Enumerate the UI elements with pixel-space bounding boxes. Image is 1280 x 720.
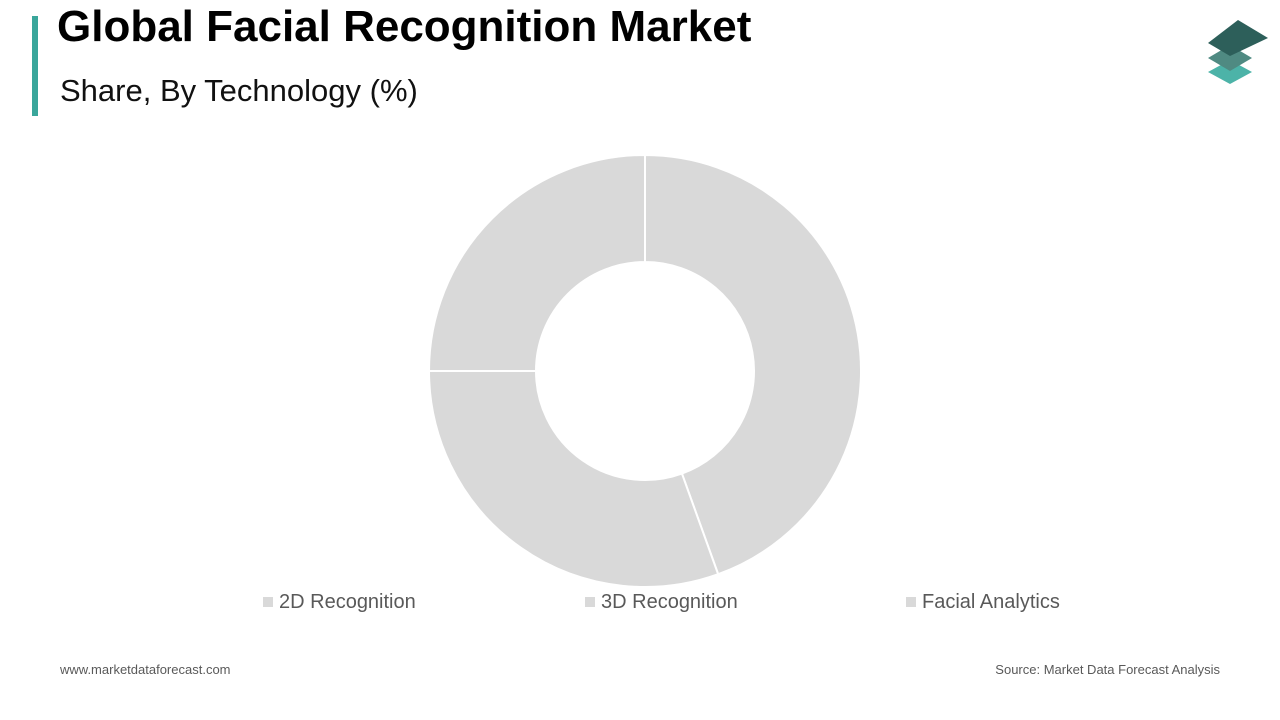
donut-slice-3d-recognition	[427, 370, 720, 588]
website-url: www.marketdataforecast.com	[60, 662, 231, 677]
legend-item-facial-analytics: Facial Analytics	[906, 590, 1060, 614]
chart-subtitle: Share, By Technology (%)	[60, 73, 418, 108]
legend-swatch	[585, 597, 595, 607]
legend-item-3d-recognition: 3D Recognition	[585, 590, 738, 614]
accent-bar	[32, 16, 38, 116]
legend-item-2d-recognition: 2D Recognition	[263, 590, 416, 614]
legend-swatch	[906, 597, 916, 607]
logo-layer-top	[1208, 20, 1268, 56]
stacked-layers-logo-icon	[1208, 20, 1268, 84]
source-note: Source: Market Data Forecast Analysis	[995, 662, 1220, 677]
donut-slice-2d-recognition	[644, 153, 862, 576]
legend-label: Facial Analytics	[922, 590, 1060, 613]
legend-label: 2D Recognition	[279, 590, 416, 613]
legend-swatch	[263, 597, 273, 607]
legend-label: 3D Recognition	[601, 590, 738, 613]
chart-title: Global Facial Recognition Market	[57, 2, 752, 51]
donut-slice-facial-analytics	[427, 153, 646, 372]
logo-layer-bottom	[1208, 60, 1252, 84]
logo-layer-middle	[1208, 45, 1252, 71]
